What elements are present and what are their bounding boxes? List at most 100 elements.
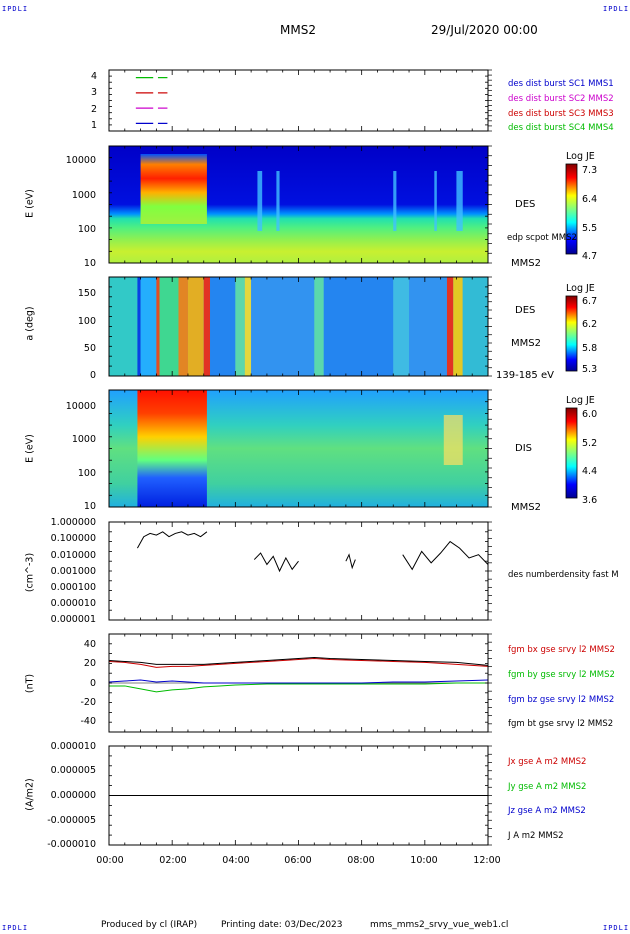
dis-energy-side-label: DIS (515, 443, 532, 454)
des-pitch-band (251, 277, 315, 376)
des-pitch-side-label: DES (515, 305, 536, 316)
current-legend-jx: Jx gse A m2 MMS2 (508, 757, 587, 767)
des-pitch-band (178, 277, 188, 376)
des-pitch-band (446, 277, 454, 376)
des-pitch-cb-tick-0: 6.7 (582, 296, 598, 307)
des-pitch-band (409, 277, 447, 376)
density-ylabel: (cm^-3) (24, 552, 36, 593)
density-segment-2 (253, 552, 299, 573)
burst-ytick-3: 3 (90, 87, 97, 98)
des-energy-cb-tick-2: 5.5 (582, 223, 598, 234)
des-pitch-bottom-label: 139-185 eV (496, 370, 554, 381)
corner-label-top-right: IPDLI (603, 5, 630, 13)
current-ytick-4: -0.000010 (47, 839, 96, 850)
xtick-1: 02:00 (159, 855, 187, 866)
footer-script-name: mms_mms2_srvy_vue_web1.cl (370, 920, 509, 930)
xtick-3: 06:00 (284, 855, 312, 866)
density-segment-3 (345, 553, 356, 570)
density-ytick-5: 0.000010 (50, 598, 96, 609)
des-pitch-ytick-100: 100 (77, 316, 96, 327)
des-pitch-band (244, 277, 252, 376)
des-pitch-ylabel: a (deg) (24, 306, 36, 341)
burst-ytick-2: 2 (90, 104, 97, 115)
legend-burst-mms3: des dist burst SC3 MMS3 (508, 109, 614, 119)
dis-energy-ylabel: E (eV) (24, 434, 36, 463)
fgm-ylabel: (nT) (24, 673, 36, 694)
fgm-ytick-40: 40 (83, 639, 96, 650)
legend-burst-mms4: des dist burst SC4 MMS4 (508, 123, 614, 133)
des-pitch-cb-tick-1: 6.2 (582, 319, 598, 330)
fgm-series-bt (108, 657, 489, 666)
dis-energy-ytick-100: 100 (77, 468, 96, 479)
des-energy-hot-region (140, 154, 207, 224)
fgm-legend-bz: fgm bz gse srvy l2 MMS2 (508, 695, 615, 705)
density-ytick-2: 0.010000 (50, 550, 96, 561)
corner-label-bottom-left: IPDLI (2, 924, 29, 932)
des-pitch-band (393, 277, 410, 376)
des-pitch-cb-title: Log JE (566, 283, 595, 294)
dis-energy-ytick-10000: 10000 (65, 401, 96, 412)
des-pitch-band (137, 277, 141, 376)
des-pitch-ytick-150: 150 (77, 288, 96, 299)
fgm-series-bx (108, 657, 489, 668)
des-pitch-band (235, 277, 245, 376)
des-energy-cb-tick-0: 7.3 (582, 165, 598, 176)
fgm-legend-bt: fgm bt gse srvy l2 MMS2 (508, 719, 614, 729)
dis-energy-ytick-10: 10 (83, 501, 96, 512)
footer-produced-by: Produced by cl (IRAP) (101, 920, 198, 930)
xtick-0: 00:00 (96, 855, 124, 866)
density-segment-1 (136, 531, 208, 549)
des-energy-spike (434, 171, 437, 231)
des-pitch-cb-tick-3: 5.3 (582, 364, 598, 375)
dis-energy-cb-tick-0: 6.0 (582, 409, 598, 420)
des-energy-ylabel: E (eV) (24, 189, 36, 218)
des-energy-ytick-10000: 10000 (65, 155, 96, 166)
des-energy-spike (257, 171, 263, 231)
density-ytick-0: 1.000000 (50, 517, 96, 528)
des-pitch-band (187, 277, 204, 376)
des-pitch-ytick-50: 50 (83, 343, 96, 354)
fgm-series-bz (108, 679, 489, 684)
des-energy-side-label: DES (515, 199, 536, 210)
des-energy-spike (393, 171, 397, 231)
des-energy-cb-tick-3: 4.7 (582, 251, 598, 262)
spacecraft-title: MMS2 (280, 23, 316, 37)
panel-frame-dens (108, 521, 489, 621)
fgm-ytick-m40: -40 (80, 716, 96, 727)
footer-printing-date: Printing date: 03/Dec/2023 (221, 920, 343, 930)
fgm-legend-bx: fgm bx gse srvy l2 MMS2 (508, 645, 615, 655)
current-ytick-3: -0.000005 (47, 815, 96, 826)
xtick-5: 10:00 (410, 855, 438, 866)
current-legend-j: J A m2 MMS2 (508, 831, 564, 841)
dis-energy-feature (443, 415, 463, 465)
des-pitch-band (314, 277, 324, 376)
burst-ytick-4: 4 (90, 71, 97, 82)
panel-frame-burst (108, 69, 489, 132)
current-legend-jz: Jz gse A m2 MMS2 (508, 806, 586, 816)
dis-energy-cb-tick-3: 3.6 (582, 495, 598, 506)
fgm-ytick-0: 0 (89, 678, 96, 689)
des-pitch-mms-label: MMS2 (511, 338, 541, 349)
current-ytick-2: 0.000000 (50, 790, 96, 801)
dis-energy-colorbar (565, 407, 578, 499)
des-energy-colorbar (565, 163, 578, 255)
des-pitch-band (203, 277, 211, 376)
des-pitch-band (156, 277, 160, 376)
des-pitch-band (109, 277, 138, 376)
xtick-2: 04:00 (222, 855, 250, 866)
fgm-series-by (109, 682, 488, 693)
legend-burst-mms2: des dist burst SC2 MMS2 (508, 94, 614, 104)
current-ytick-1: 0.000005 (50, 765, 96, 776)
current-ylabel: (A/m2) (24, 778, 36, 811)
des-energy-ytick-1000: 1000 (71, 190, 96, 201)
des-energy-ytick-10: 10 (83, 258, 96, 269)
fgm-legend-by: fgm by gse srvy l2 MMS2 (508, 670, 615, 680)
xtick-4: 08:00 (347, 855, 375, 866)
des-pitch-band (140, 277, 157, 376)
des-pitch-colorbar (565, 295, 578, 372)
des-energy-bottom-label: MMS2 (511, 258, 541, 269)
current-ytick-0: 0.000010 (50, 741, 96, 752)
dis-energy-cb-tick-1: 5.2 (582, 438, 598, 449)
des-pitch-cb-tick-2: 5.8 (582, 343, 598, 354)
